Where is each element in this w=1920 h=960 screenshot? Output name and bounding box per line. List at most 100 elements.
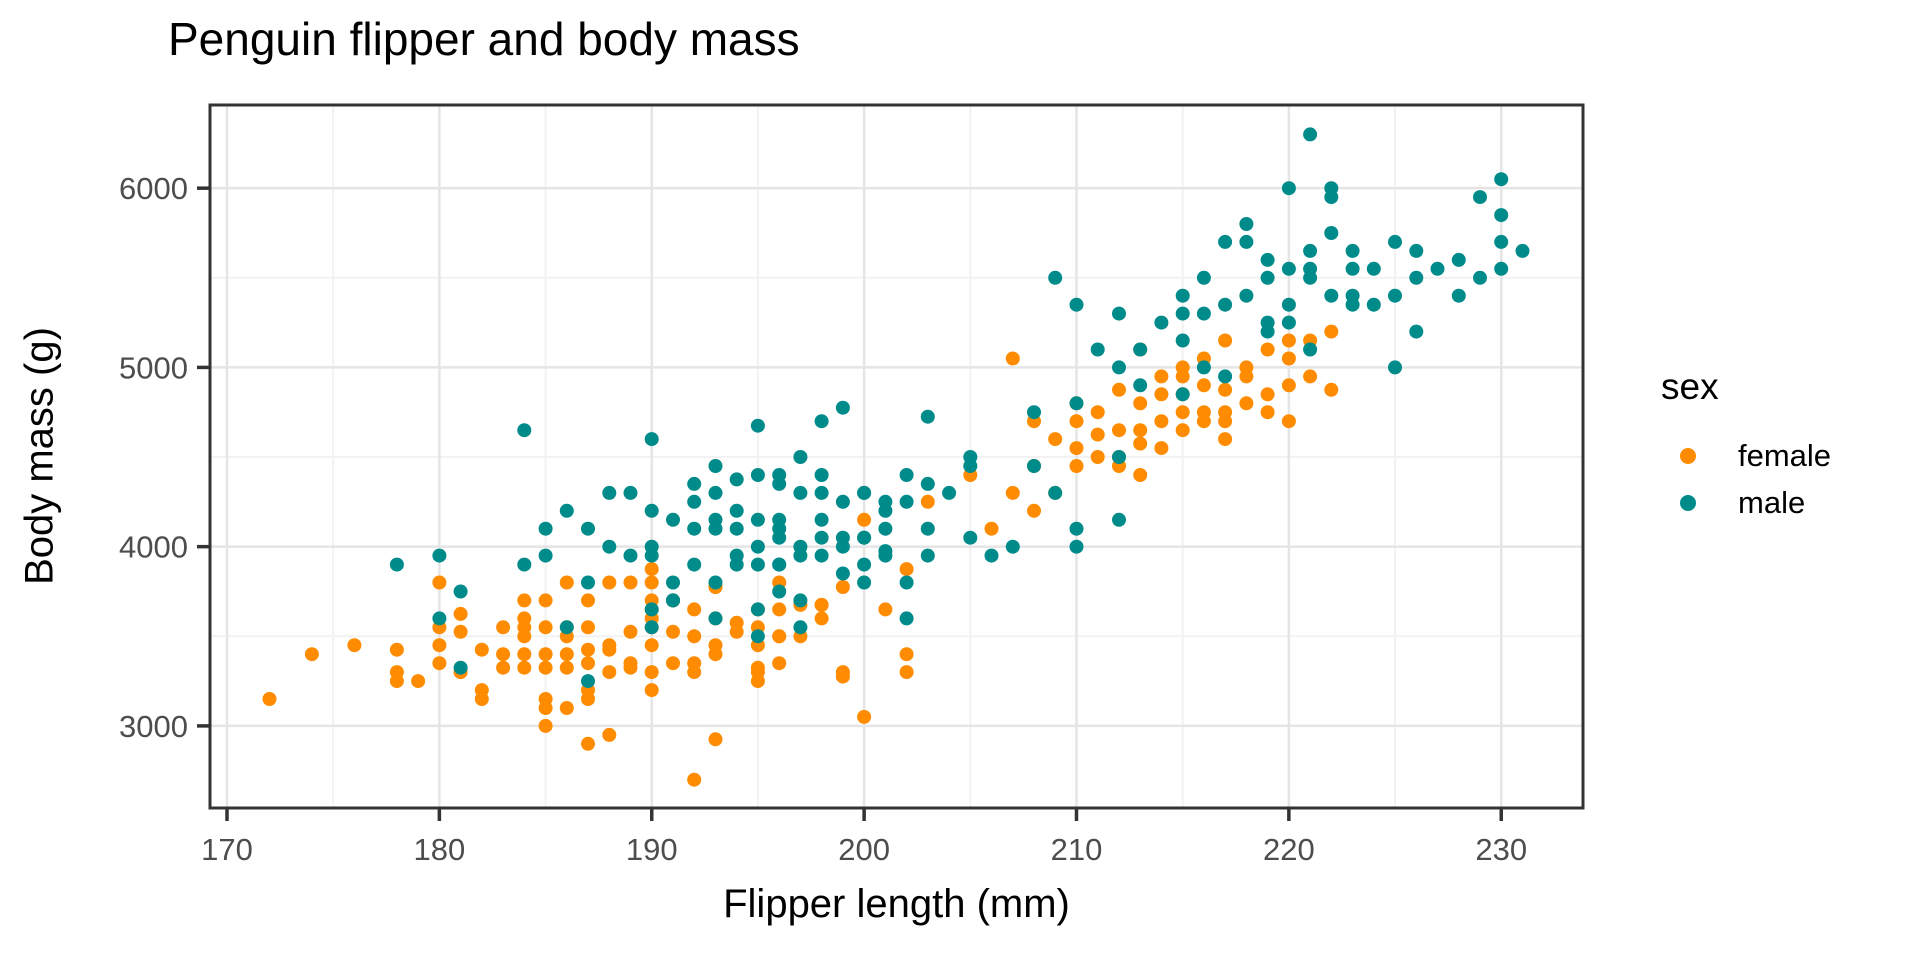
data-point-male [623, 485, 638, 500]
data-point-female [517, 647, 532, 662]
data-point-female [835, 580, 850, 594]
legend-swatch-male-icon [1680, 494, 1696, 511]
data-point-male [1027, 405, 1041, 420]
data-point-male [772, 557, 787, 572]
data-point-male [1473, 190, 1487, 205]
data-point-male [432, 548, 447, 563]
data-point-female [496, 620, 511, 635]
data-point-male [644, 620, 659, 635]
data-point-female [920, 494, 935, 509]
data-point-female [1281, 351, 1296, 366]
data-point-male [857, 575, 872, 590]
data-point-male [581, 674, 595, 689]
data-point-male [602, 539, 617, 554]
data-point-male [1154, 315, 1169, 330]
x-tick-label: 230 [1475, 832, 1527, 867]
data-point-female [1133, 436, 1148, 451]
data-point-male [1175, 288, 1190, 303]
data-point-male [644, 602, 659, 617]
data-point-male [835, 400, 850, 415]
data-point-male [687, 494, 702, 509]
data-point-female [1196, 378, 1211, 393]
data-point-male [920, 521, 935, 536]
data-point-female [1005, 485, 1020, 500]
data-point-male [1175, 333, 1190, 348]
data-point-male [581, 575, 595, 590]
data-point-female [623, 575, 638, 590]
data-point-female [538, 718, 553, 733]
data-point-female [1090, 427, 1105, 442]
data-point-female [1154, 414, 1169, 429]
data-point-female [1303, 369, 1318, 384]
data-point-male [1048, 485, 1063, 500]
data-point-female [581, 593, 595, 608]
data-point-male [1494, 208, 1509, 223]
data-point-male [453, 660, 468, 675]
data-point-male [857, 557, 872, 572]
data-point-female [411, 674, 426, 689]
data-point-female [602, 575, 617, 590]
data-point-female [687, 629, 702, 644]
data-point-female [559, 575, 574, 590]
data-point-male [1069, 297, 1084, 312]
data-point-female [1112, 423, 1126, 438]
data-point-male [772, 584, 787, 599]
data-point-male [1260, 252, 1275, 267]
data-point-male [1303, 270, 1318, 285]
data-point-female [1260, 342, 1275, 357]
data-point-male [878, 521, 893, 536]
data-point-male [1175, 387, 1190, 402]
data-point-male [750, 418, 765, 433]
data-point-female [559, 660, 574, 675]
data-point-female [602, 727, 617, 742]
x-tick-label: 170 [201, 832, 253, 867]
data-point-male [857, 485, 872, 500]
data-point-male [389, 557, 404, 572]
data-point-male [644, 539, 659, 554]
data-point-male [1494, 261, 1509, 276]
data-point-male [920, 548, 935, 563]
data-point-male [899, 575, 914, 590]
data-point-male [920, 409, 935, 424]
data-point-female [517, 620, 532, 635]
data-point-male [708, 485, 723, 500]
data-point-male [729, 521, 744, 536]
data-point-female [835, 665, 850, 680]
data-point-female [1218, 432, 1233, 447]
data-point-female [1324, 324, 1339, 339]
data-point-male [814, 468, 829, 482]
data-point-female [581, 642, 595, 657]
x-tick-label: 220 [1263, 832, 1315, 867]
data-point-female [772, 656, 787, 671]
data-point-male [1324, 288, 1339, 303]
data-point-female [878, 602, 893, 617]
data-point-female [1090, 405, 1105, 420]
data-point-male [942, 485, 957, 500]
data-point-female [581, 736, 595, 751]
data-point-male [1409, 243, 1424, 258]
data-point-female [899, 562, 914, 577]
legend-item-female: female [1655, 432, 1831, 479]
data-point-female [517, 660, 532, 675]
data-point-male [1218, 234, 1233, 249]
data-point-female [1175, 360, 1190, 375]
y-tick-label: 4000 [119, 530, 188, 565]
data-point-male [1409, 270, 1424, 285]
data-point-female [517, 593, 532, 608]
data-point-male [1345, 297, 1360, 312]
data-point-female [453, 606, 468, 621]
data-point-male [772, 530, 787, 545]
data-point-female [538, 620, 553, 635]
data-point-female [432, 638, 447, 653]
data-point-male [666, 512, 680, 527]
legend-label-female: female [1738, 437, 1832, 473]
data-point-female [389, 642, 404, 657]
data-point-female [644, 575, 659, 590]
y-tick-label: 5000 [119, 350, 188, 385]
data-point-female [453, 624, 468, 639]
data-point-male [708, 521, 723, 536]
data-point-male [835, 566, 850, 581]
data-point-male [1345, 261, 1360, 276]
